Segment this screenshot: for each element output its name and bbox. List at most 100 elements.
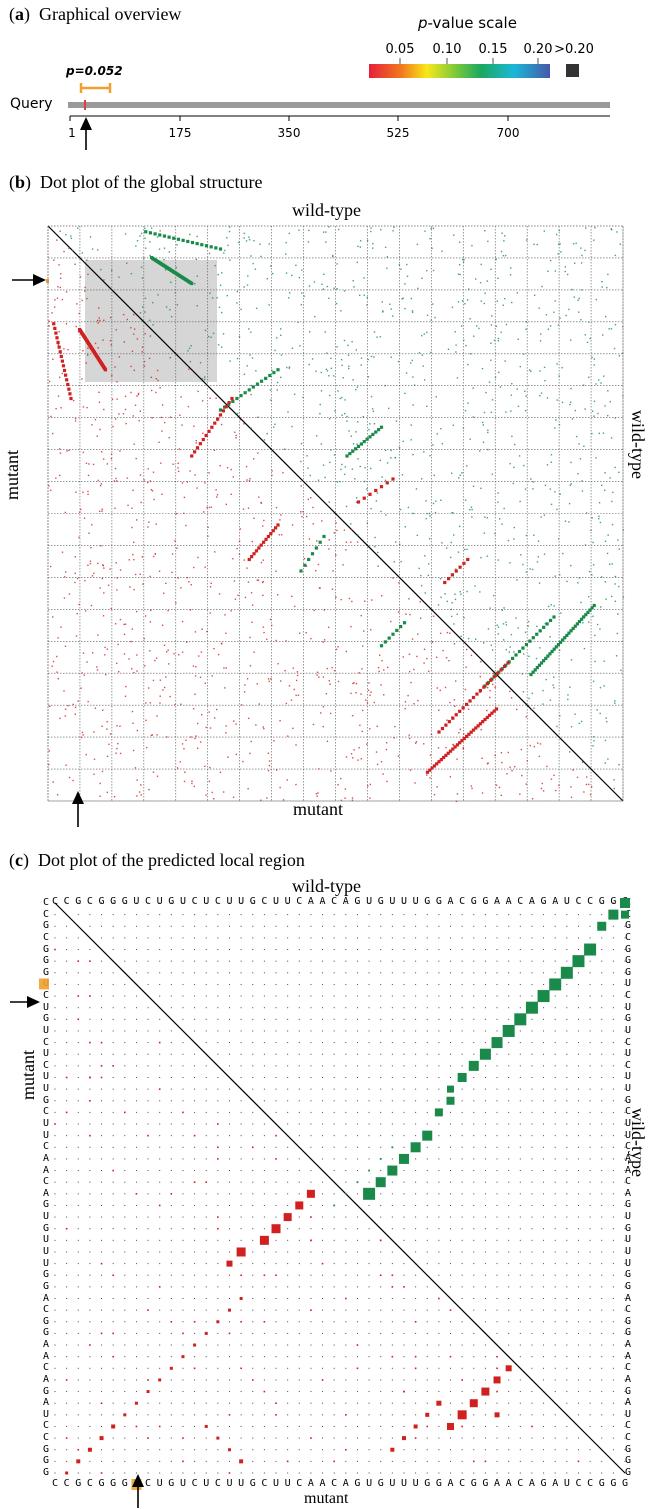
seq-bottom-letter: A	[447, 1478, 454, 1489]
seq-left-letter: G	[42, 920, 50, 932]
seq-left-letter: G	[42, 1280, 50, 1292]
mutation-box-left	[39, 978, 49, 990]
seq-top-letter: U	[366, 896, 373, 907]
seq-bottom-letter: U	[226, 1478, 233, 1489]
seq-left-letter: G	[42, 1199, 50, 1211]
seq-right-letter: G	[624, 943, 632, 955]
seq-top-letter: U	[563, 896, 570, 907]
seq-left-letter: U	[42, 1234, 50, 1246]
scale-tick-005: 0.05	[385, 42, 415, 57]
seq-left-letter: G	[42, 1327, 50, 1339]
mutation-box-bottom	[131, 1479, 142, 1490]
seq-left-letter: U	[42, 1211, 50, 1223]
seq-bottom-letter: A	[494, 1478, 501, 1489]
seq-top-letter: U	[238, 896, 245, 907]
seq-right-letter: U	[624, 1001, 632, 1013]
seq-bottom-letter: G	[354, 1478, 361, 1489]
panel-b-heading: (b) Dot plot of the global structure	[9, 172, 263, 192]
seq-bottom-letter: G	[621, 1478, 629, 1489]
panel-c-heading: (c) Dot plot of the predicted local regi…	[9, 850, 305, 870]
seq-left-letter: G	[42, 943, 50, 955]
seq-right-letter: G	[624, 1443, 632, 1455]
seq-top-letter: G	[98, 896, 105, 907]
seq-right-letter: G	[624, 1269, 632, 1281]
seq-bottom-letter: G	[598, 1478, 605, 1489]
seq-top-letter: G	[75, 896, 82, 907]
mutation-marker-bottom	[76, 801, 80, 804]
seq-top-letter: A	[528, 896, 535, 907]
seq-bottom-letter: A	[307, 1478, 314, 1489]
seq-top-letter: A	[319, 896, 326, 907]
seq-right-letter: C	[624, 931, 632, 943]
seq-left-letter: A	[42, 1339, 50, 1351]
seq-bottom-letter: A	[552, 1478, 559, 1489]
seq-left-letter: U	[42, 1129, 50, 1141]
seq-right-letter: G	[624, 966, 632, 978]
seq-right-letter: G	[624, 1385, 632, 1397]
seq-left-letter: C	[42, 897, 50, 908]
panel-c-title: Dot plot of the predicted local region	[38, 850, 305, 870]
seq-left-letter: G	[42, 1013, 50, 1025]
seq-top-letter: G	[435, 896, 442, 907]
seq-top-letter: C	[191, 896, 198, 907]
diagonal-line	[54, 902, 626, 1474]
seq-bottom-letter: C	[575, 1478, 582, 1489]
scale-tick-010: 0.10	[432, 42, 462, 57]
seq-right-letter: A	[624, 1164, 632, 1176]
seq-right-letter: U	[624, 1118, 632, 1130]
seq-right-letter: U	[624, 1245, 632, 1257]
seq-right-letter: C	[624, 1420, 632, 1432]
seq-bottom-letter: U	[273, 1478, 280, 1489]
seq-right-letter: C	[624, 1176, 632, 1188]
seq-bottom-letter: G	[168, 1478, 175, 1489]
seq-right-letter: U	[624, 1048, 632, 1060]
seq-top-letter: G	[424, 896, 431, 907]
seq-bottom-letter: G	[75, 1478, 82, 1489]
seq-right-letter: U	[624, 978, 632, 990]
seq-bottom-letter: G	[435, 1478, 442, 1489]
seq-left-letter: C	[42, 1059, 50, 1071]
seq-top-letter: C	[86, 896, 93, 907]
seq-left-letter: C	[42, 931, 50, 943]
seq-left-letter: C	[42, 1304, 50, 1316]
seq-top-letter: U	[179, 896, 186, 907]
query-bar	[68, 102, 610, 108]
seq-top-letter: C	[145, 896, 152, 907]
seq-left-letter: G	[42, 1315, 50, 1327]
upper-dots	[59, 226, 625, 790]
seq-right-letter: A	[624, 1152, 632, 1164]
seq-top-letter: C	[261, 896, 268, 907]
seq-right-letter: U	[624, 1083, 632, 1095]
scale-tick-015: 0.15	[478, 42, 508, 57]
seq-bottom-letter: G	[121, 1478, 128, 1489]
seq-bottom-letter: U	[389, 1478, 396, 1489]
seq-left-letter: G	[42, 966, 50, 978]
seq-top-letter: U	[203, 896, 210, 907]
global-dot-plot	[46, 225, 625, 804]
seq-right-letter: G	[624, 1315, 632, 1327]
seq-left-letter: G	[42, 1467, 50, 1478]
lower-dots	[48, 239, 593, 803]
seq-left-letter: U	[42, 1408, 50, 1420]
seq-right-letter: C	[624, 1141, 632, 1153]
seq-right-letter: A	[624, 1397, 632, 1409]
seq-left-letter: U	[42, 1071, 50, 1083]
seq-right-letter: G	[624, 1222, 632, 1234]
seq-right-letter: G	[624, 955, 632, 967]
seq-bottom-letter: C	[587, 1478, 594, 1489]
seq-right-letter: G	[624, 1199, 632, 1211]
axis-tick-175: 175	[168, 126, 192, 140]
seq-top-letter: G	[540, 896, 547, 907]
seq-top-letter: C	[214, 896, 221, 907]
panel-b-title: Dot plot of the global structure	[40, 172, 263, 192]
seq-left-letter: U	[42, 1083, 50, 1095]
seq-left-letter: C	[42, 1036, 50, 1048]
seq-right-letter: A	[624, 1350, 632, 1362]
seq-bottom-letter: U	[563, 1478, 570, 1489]
pvalue-label: p=0.052	[66, 64, 123, 78]
seq-top-letter: A	[447, 896, 454, 907]
seq-top-letter: G	[249, 896, 256, 907]
seq-right-letter: G	[624, 1455, 632, 1467]
seq-left-letter: U	[42, 1245, 50, 1257]
seq-bottom-letter: A	[505, 1478, 512, 1489]
